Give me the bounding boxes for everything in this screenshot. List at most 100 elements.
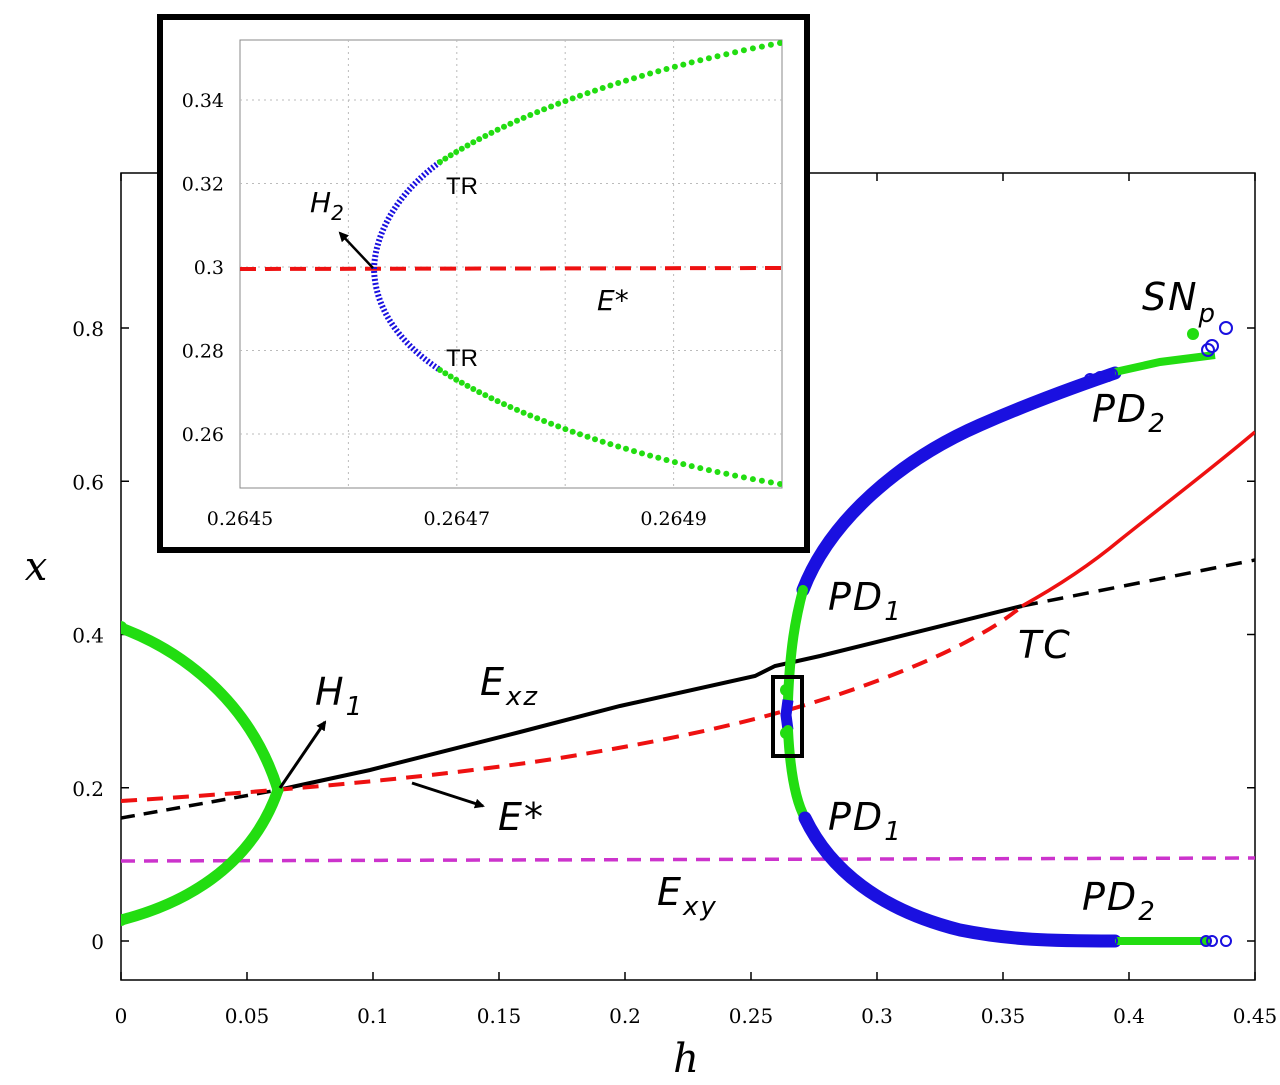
inset-green-point — [663, 457, 670, 463]
inset-annotations: H2 E* TR TR — [310, 173, 629, 372]
main-plot-area — [121, 321, 1255, 948]
inset-green-point — [482, 133, 489, 139]
inset-green-point — [514, 117, 520, 124]
inset-green-point — [655, 68, 662, 75]
inset-green-point — [740, 47, 747, 54]
x-tick-label: 0.05 — [225, 1004, 270, 1028]
x-tick-label: 0.35 — [981, 1004, 1026, 1028]
inset-green-point — [655, 454, 662, 461]
label-estar: E* — [498, 795, 545, 839]
inset-green-point — [453, 149, 460, 155]
main-y-ticks: 0 0.2 0.4 0.6 0.8 — [72, 317, 1255, 954]
inset-green-point — [501, 123, 507, 130]
inset-green-point — [437, 367, 443, 373]
inset-green-point — [534, 415, 541, 422]
inset-x-tick-label: 0.2649 — [640, 508, 706, 530]
label-exz: Exz — [480, 660, 539, 712]
h1-arrow — [278, 720, 327, 789]
inset-green-point — [569, 95, 576, 102]
inset-green-point — [623, 77, 629, 84]
x-tick-label: 0.4 — [1113, 1004, 1145, 1028]
inset-green-point — [615, 443, 622, 450]
series-estar-dashed — [121, 604, 1024, 803]
x-tick-label: 0.15 — [477, 1004, 522, 1028]
inset-green-point — [758, 43, 765, 50]
series-h1-upper — [121, 622, 284, 796]
y-tick-label: 0 — [91, 930, 104, 954]
inset-green-point — [520, 409, 527, 416]
inset-green-point — [767, 479, 774, 486]
inset-green-point — [767, 41, 774, 48]
label-pd2-upper: PD2 — [1092, 387, 1167, 439]
inset-green-point — [732, 472, 739, 479]
zoom-box — [771, 675, 804, 758]
inset-green-point — [555, 100, 562, 107]
inset-green-point — [562, 98, 569, 105]
label-tr-upper: TR — [446, 173, 478, 200]
main-annotations: H1 Exz E* Exy PD1 PD1 TC SNp PD2 PD2 — [315, 275, 1217, 927]
inset-green-point — [501, 401, 507, 408]
inset-green-point — [615, 80, 622, 86]
x-axis-label: h — [673, 1036, 699, 1082]
inset-green-point — [680, 461, 687, 468]
y-tick-label: 0.2 — [72, 777, 104, 801]
inset-green-point — [534, 109, 541, 116]
inset-green-point — [663, 66, 670, 72]
inset-green-point — [639, 72, 645, 79]
inset-green-point — [437, 159, 443, 165]
inset-estar — [240, 266, 782, 271]
inset-branch-blue — [370, 159, 442, 373]
inset-y-tick-label: 0.28 — [182, 341, 224, 363]
inset-green-point — [688, 463, 695, 470]
label-snp: SNp — [1142, 275, 1217, 329]
inset-green-point — [447, 373, 454, 380]
inset-green-point — [562, 426, 569, 433]
label-exy: Exy — [657, 870, 718, 922]
series-exz-solid — [277, 604, 1023, 792]
inset-green-point — [599, 438, 606, 445]
inset-green-point — [514, 406, 520, 413]
y-tick-label: 0.6 — [72, 470, 104, 494]
inset-green-point — [577, 431, 583, 438]
inset-green-point — [647, 70, 654, 77]
inset-green-point — [607, 441, 614, 448]
series-lower-blue — [798, 811, 1122, 948]
inset-green-point — [688, 59, 695, 66]
inset-green-point — [470, 139, 477, 146]
inset-green-point — [705, 467, 712, 474]
inset-background — [157, 14, 810, 553]
inset-green-dots — [437, 40, 782, 487]
y-tick-label: 0.4 — [72, 624, 104, 648]
x-tick-label: 0.25 — [729, 1004, 774, 1028]
inset-green-point — [527, 412, 534, 419]
inset-green-point — [680, 61, 687, 68]
inset-green-point — [758, 477, 765, 484]
inset-y-tick-label: 0.26 — [182, 424, 224, 446]
label-h1: H1 — [315, 670, 364, 722]
inset-green-point — [555, 423, 562, 430]
inset-green-point — [749, 45, 756, 52]
y-axis-label: x — [25, 544, 48, 590]
inset-plot-area — [240, 40, 782, 487]
inset-green-point — [723, 51, 730, 58]
inset-green-point — [488, 129, 495, 136]
inset-green-point — [494, 126, 501, 133]
inset-green-point — [520, 114, 527, 121]
inset-green-point — [714, 53, 721, 60]
y-tick-label: 0.8 — [72, 317, 104, 341]
inset-green-point — [631, 448, 637, 455]
inset-green-point — [777, 40, 782, 46]
inset-green-point — [507, 120, 514, 127]
series-estar-solid — [1021, 430, 1255, 608]
inset-green-point — [482, 392, 489, 399]
inset-green-point — [749, 476, 756, 483]
inset-green-point — [488, 395, 495, 402]
inset-green-point — [494, 398, 501, 405]
label-pd2-lower: PD2 — [1082, 875, 1157, 927]
inset-green-point — [599, 85, 606, 91]
inset-plot-frame — [239, 39, 783, 489]
inset-x-tick-label: 0.2645 — [207, 508, 273, 530]
series-exz-dashed-left — [121, 788, 279, 820]
inset-green-point — [476, 136, 483, 143]
inset-green-point — [442, 370, 449, 377]
